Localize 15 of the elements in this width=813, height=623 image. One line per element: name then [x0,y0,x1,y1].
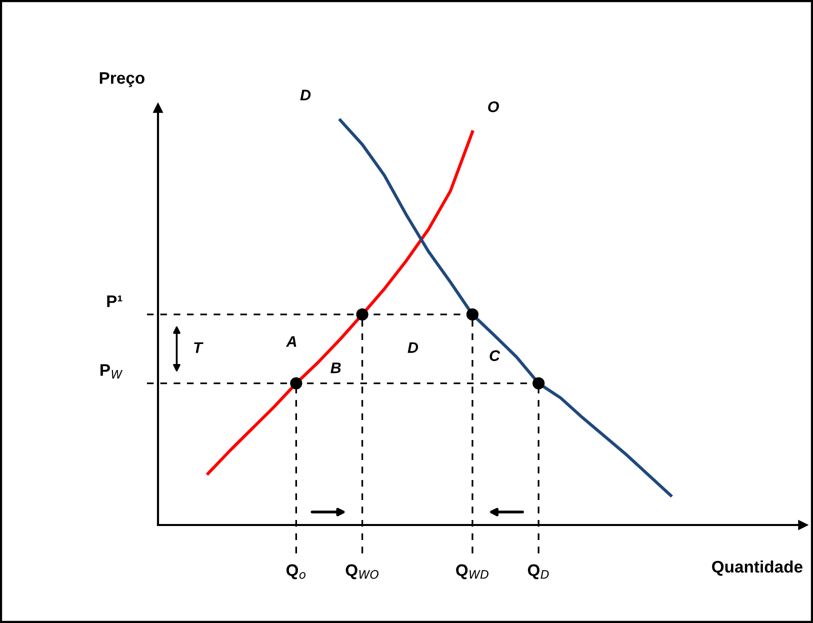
x-axis-title: Quantidade [712,560,802,576]
annotation: T [194,342,204,353]
x-tick-label: Q$_{D}$ [528,564,549,580]
ref-line-label: P$_{W}$ [100,364,123,378]
series-label: O [488,101,499,112]
x-tick-label: Q$_{o}$ [286,564,306,580]
annotation: D [408,342,418,353]
x-tick-label: Q$_{WO}$ [346,564,378,580]
ref-line-label: P¹ [107,295,122,307]
y-axis-title: Preço [100,72,144,88]
annotation: B [330,362,341,374]
x-tick-label: Q$_{WD}$ [456,564,488,580]
annotation: C [490,350,500,362]
annotation: A [286,336,296,347]
text: D [300,90,311,100]
